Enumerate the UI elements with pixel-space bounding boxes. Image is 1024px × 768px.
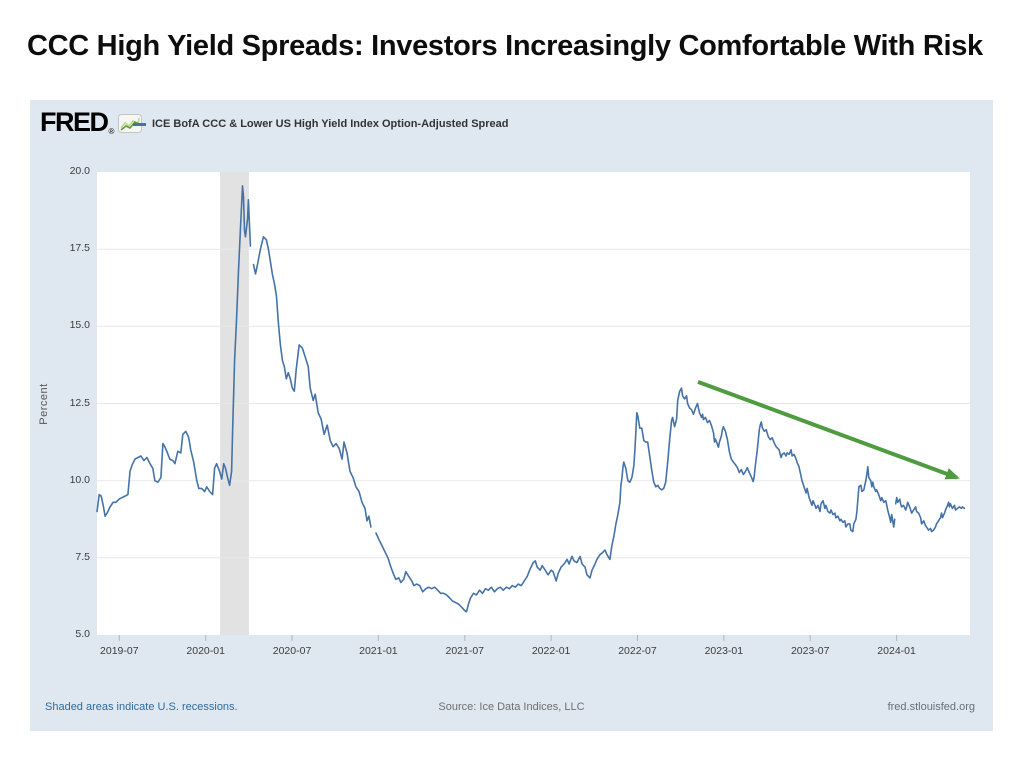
legend-series-label[interactable]: ICE BofA CCC & Lower US High Yield Index…: [152, 118, 509, 130]
x-axis-tick-label: 2019-07: [100, 645, 139, 657]
y-axis-tick-label: 5.0: [75, 628, 90, 640]
spread-line: [375, 387, 896, 613]
chart-legend: ICE BofA CCC & Lower US High Yield Index…: [133, 118, 509, 130]
x-axis-tick-label: 2024-01: [877, 645, 916, 657]
fred-logo-text: FRED: [40, 107, 109, 137]
spread-line: [252, 236, 372, 528]
source-note: Source: Ice Data Indices, LLC: [438, 701, 585, 713]
y-axis-tick-label: 10.0: [69, 473, 90, 486]
y-axis-tick-label: 20.0: [69, 165, 90, 177]
x-axis-tick-label: 2020-01: [186, 645, 225, 657]
trend-arrow: [697, 380, 960, 480]
x-axis-tick-label: 2023-07: [790, 645, 830, 657]
fred-logo[interactable]: FRED ®: [40, 107, 143, 138]
y-axis-tick-label: 12.5: [69, 396, 90, 409]
plot-area[interactable]: [96, 172, 970, 641]
chart-footer: Shaded areas indicate U.S. recessions. S…: [30, 701, 993, 719]
x-axis-tick-label: 2022-01: [531, 645, 571, 657]
spread-line: [96, 185, 252, 518]
x-axis-tick-label: 2023-01: [704, 645, 744, 657]
y-axis-tick-label: 7.5: [75, 550, 90, 563]
y-axis-tick-label: 17.5: [69, 242, 90, 255]
x-axis-tick-label: 2021-01: [359, 645, 398, 657]
x-axis-tick-label: 2021-07: [445, 645, 485, 657]
x-axis-tick-label: 2022-07: [618, 645, 657, 657]
fred-site-link[interactable]: fred.stlouisfed.org: [887, 701, 975, 713]
x-axis-tick-label: 2020-07: [272, 645, 312, 657]
y-axis-title: Percent: [38, 383, 50, 425]
y-axis-tick-label: 15.0: [69, 319, 90, 332]
registered-mark: ®: [108, 127, 115, 136]
page-title: CCC High Yield Spreads: Investors Increa…: [27, 30, 983, 62]
recession-note-link[interactable]: Shaded areas indicate U.S. recessions.: [45, 701, 238, 713]
spread-line: [894, 496, 966, 533]
fred-chart-widget: FRED ® ICE BofA CCC & Lower US High Yield…: [30, 100, 993, 731]
legend-line-swatch: [133, 122, 146, 126]
